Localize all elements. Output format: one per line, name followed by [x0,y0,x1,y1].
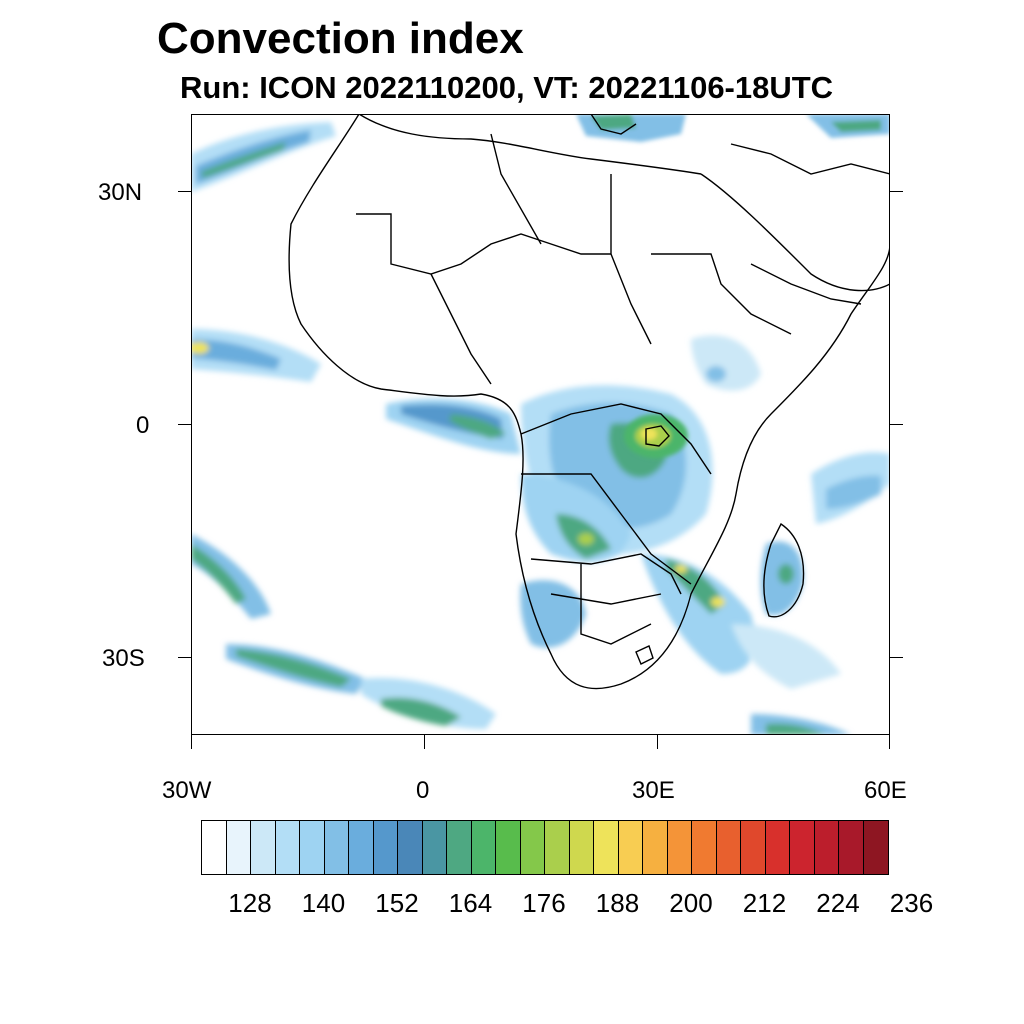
colorbar-swatch [716,821,741,874]
border-9 [550,593,662,605]
colorbar-label: 128 [228,888,272,918]
tick-x-60e [889,735,890,749]
chart-subtitle: Run: ICON 2022110200, VT: 20221106-18UTC [180,70,834,105]
border-6 [520,403,712,475]
colorbar-swatch [447,821,472,874]
x-label-30w: 30W [162,777,212,804]
border-7 [521,473,692,585]
colorbar-swatch [471,821,496,874]
border-2 [490,133,542,245]
border-1 [356,213,611,275]
region-mozambique-channel [641,554,755,674]
tick-x-30w [191,735,192,749]
region-west-africa-coast [191,329,321,382]
colorbar-swatch [765,821,790,874]
colorbar-label: 152 [375,888,419,918]
region-madagascar [760,541,804,616]
colorbar-swatch [741,821,766,874]
tick-y-0 [178,424,191,425]
colorbar-swatch [275,821,300,874]
colorbar-swatch [692,821,717,874]
colorbar-swatch [667,821,692,874]
region-angola-zambia [521,474,631,563]
map-area[interactable] [191,114,890,735]
mediterranean-coast [358,114,702,175]
y-label-30n: 30N [98,179,143,206]
border-8 [530,553,682,595]
tick-x-30e [657,735,658,749]
y-label-30s: 30S [102,645,145,672]
colorbar-swatch [202,821,227,874]
colorbar-swatch [520,821,545,874]
tick-y-30s-right [890,657,903,658]
region-south-atlantic-band [191,534,496,729]
africa-coastline [288,114,890,690]
colorbar-label: 176 [522,888,566,918]
colorbar-swatch [324,821,349,874]
region-north-atlantic-band [191,122,336,192]
colorbar-swatch [643,821,668,874]
colorbar-swatch [226,821,251,874]
saudi-border [750,263,862,305]
region-south-indian-ocean [731,452,890,735]
colorbar-swatch [790,821,815,874]
colorbar-swatch [422,821,447,874]
region-gulf-of-guinea [386,398,521,454]
x-label-60e: 60E [864,777,907,804]
colorbar-swatch [863,821,888,874]
border-3 [610,174,652,345]
chart-title: Convection index [157,14,524,63]
colorbar-swatch [300,821,325,874]
border-4 [651,253,792,335]
colorbar-swatch [373,821,398,874]
region-ethiopia [691,335,761,391]
border-10 [580,564,652,645]
colorbar-label: 188 [595,888,640,918]
lake-victoria-outline [645,425,670,447]
y-label-0: 0 [136,412,150,439]
greece-coast [590,114,637,135]
colorbar-swatch [349,821,374,874]
map-svg [191,114,890,735]
colorbar-swatch [594,821,619,874]
colorbar [201,820,889,875]
colorbar-label: 164 [448,888,493,918]
colorbar-swatch [814,821,839,874]
middle-east-lines [730,143,890,175]
colorbar-swatch [545,821,570,874]
colorbar-label: 140 [301,888,346,918]
madagascar-coast [763,522,805,618]
colorbar-swatch [618,821,643,874]
x-label-0: 0 [416,777,430,804]
colorbar-swatch [839,821,864,874]
colorbar-label: 236 [889,888,934,918]
country-borders [288,114,890,690]
colorbar-swatch [569,821,594,874]
tick-x-0 [424,735,425,749]
region-lake-victoria [624,414,688,458]
colorbar-swatch [496,821,521,874]
lesotho-outline [635,645,654,665]
colorbar-label: 212 [742,888,787,918]
colorbar-label: 200 [669,888,713,918]
tick-y-0-right [890,424,903,425]
tick-y-30n-right [890,191,903,192]
colorbar-swatch [251,821,276,874]
border-5 [430,273,492,385]
convection-fields [191,114,890,735]
colorbar-swatch [398,821,423,874]
tick-y-30n [178,191,191,192]
x-label-30e: 30E [632,777,675,804]
arabian-peninsula [700,173,890,292]
colorbar-label: 224 [816,888,860,918]
tick-y-30s [178,657,191,658]
